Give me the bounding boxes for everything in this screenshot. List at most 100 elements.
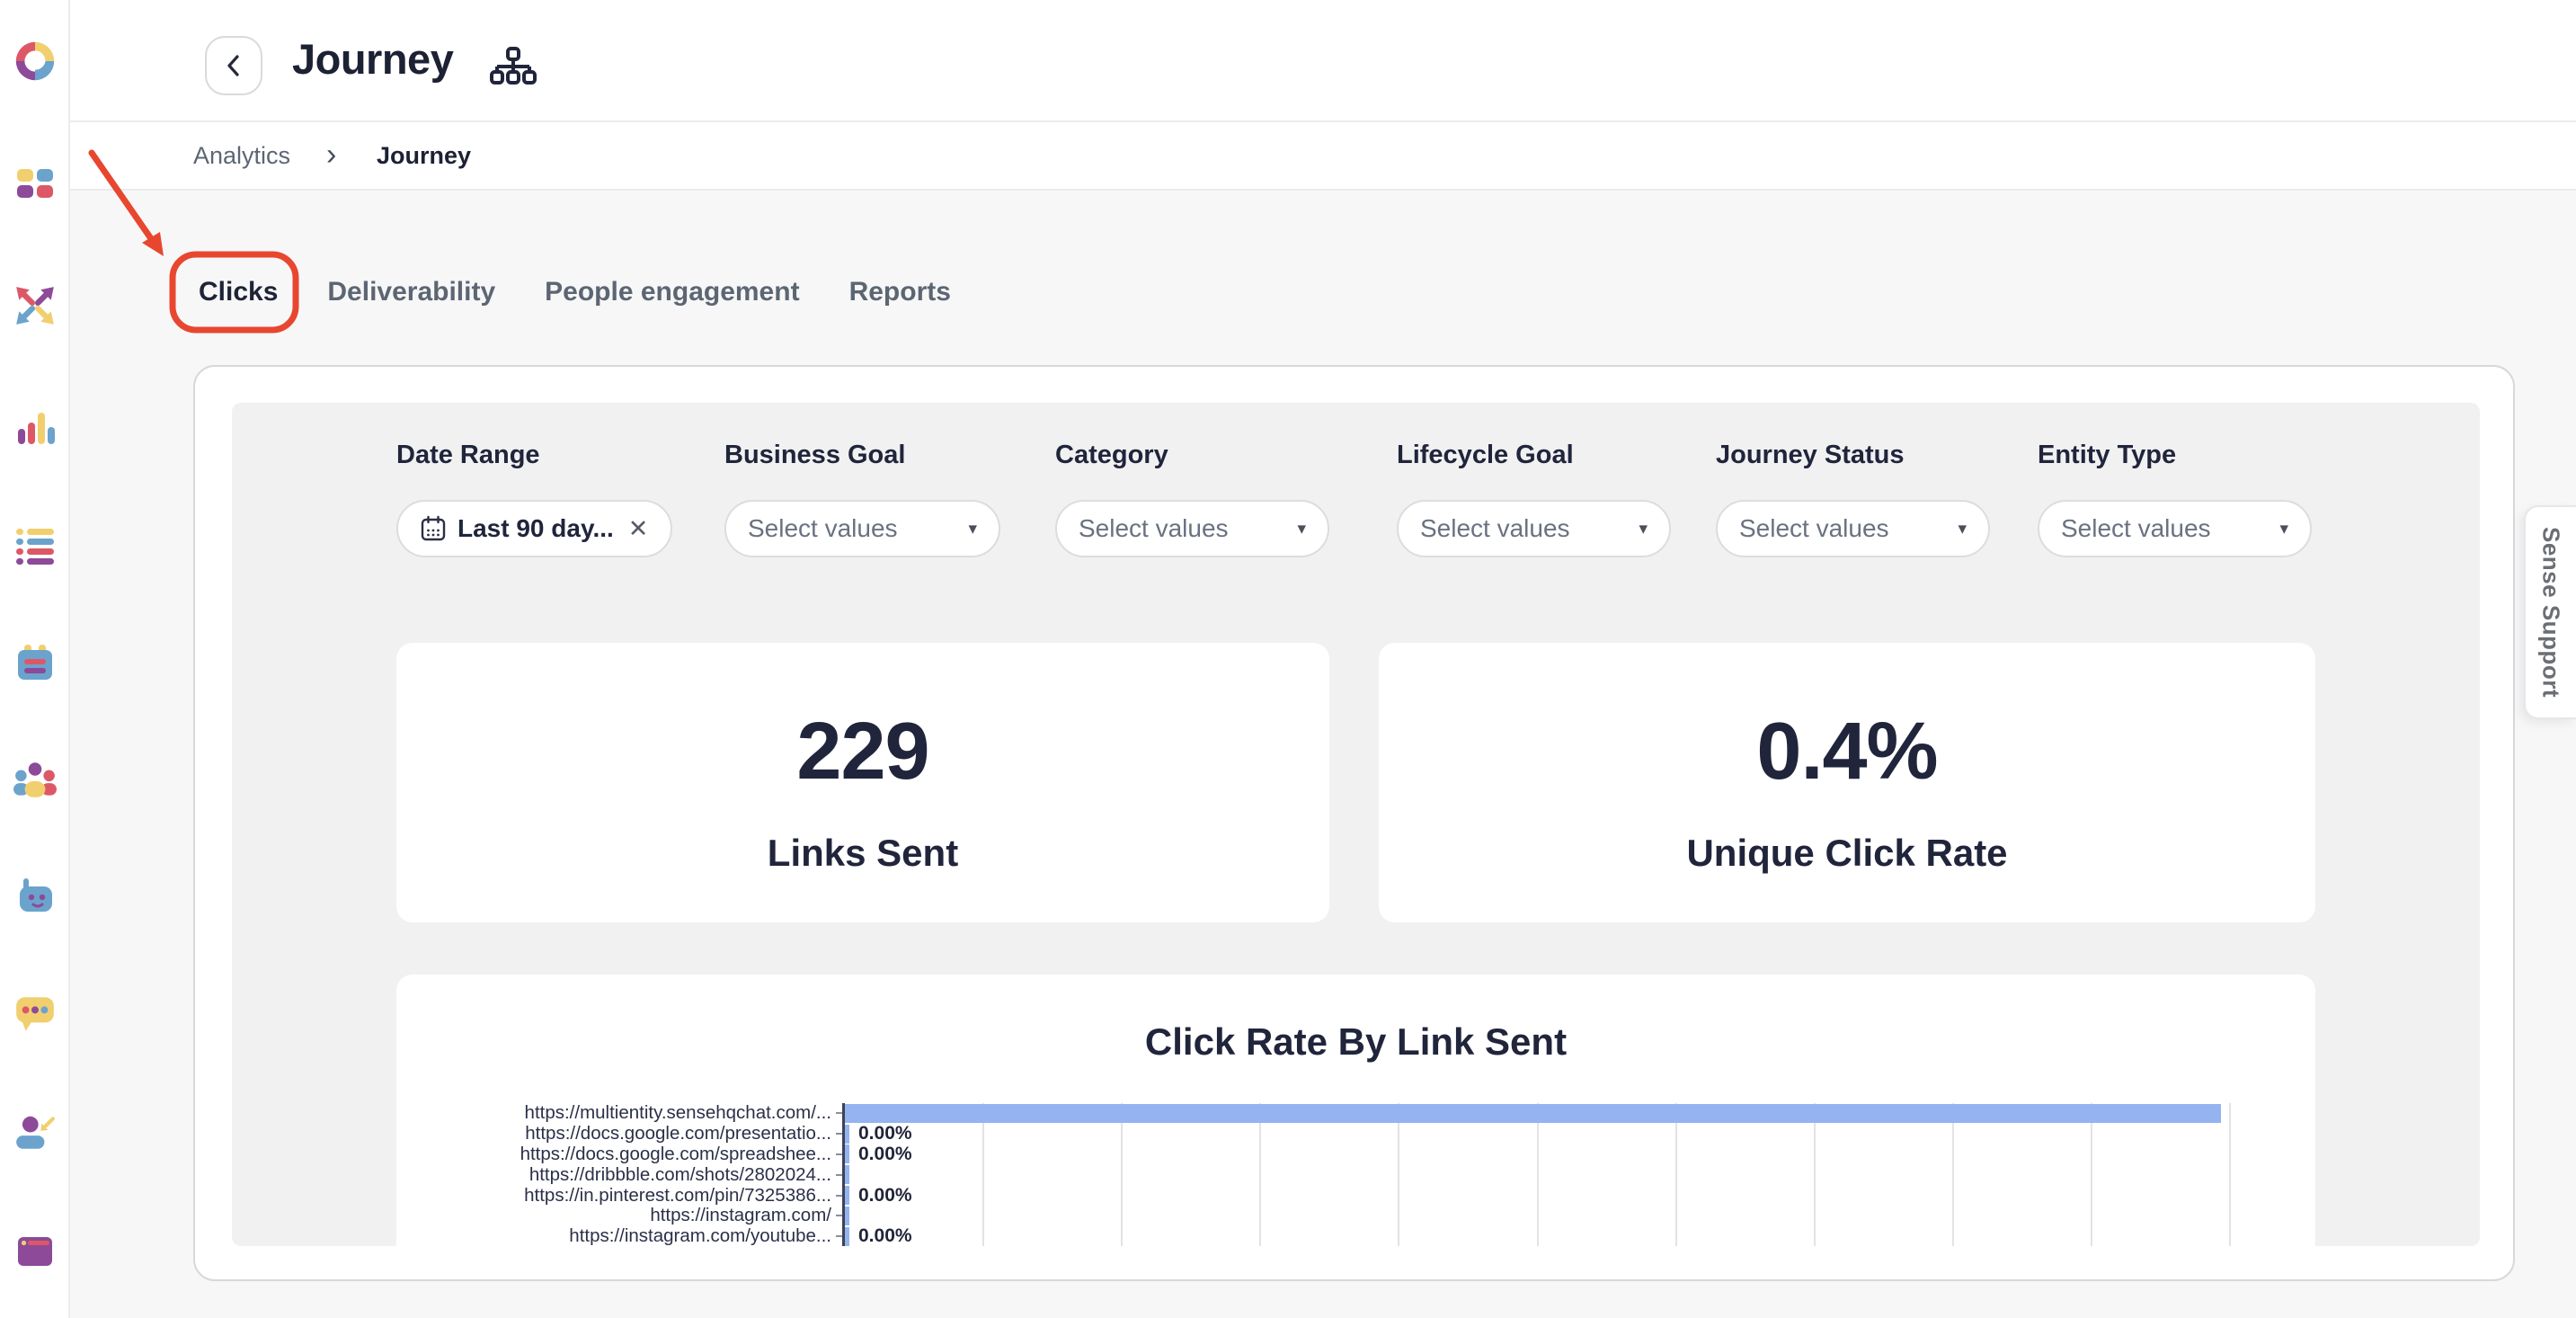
caret-down-icon: ▾ <box>1639 519 1648 539</box>
people-group-icon <box>13 762 57 797</box>
list-icon <box>16 529 54 565</box>
axis-label: https://docs.google.com/spreadshee... <box>520 1144 831 1164</box>
filter-business-goal: Business Goal Select values ▾ <box>724 441 1000 557</box>
caret-down-icon: ▾ <box>2279 519 2288 539</box>
chart-plot-area: 0.00% 0.00% 0.00% 0.00% <box>842 1103 2231 1246</box>
chart-bar-row: 0.00% <box>845 1123 2230 1144</box>
caret-down-icon: ▾ <box>1297 519 1306 539</box>
tick-mark <box>836 1112 842 1115</box>
date-range-value: Last 90 day... <box>457 514 614 542</box>
sidebar-item-analytics[interactable] <box>10 402 60 452</box>
sidebar-item-dashboard[interactable] <box>10 158 60 209</box>
analytics-card: Date Range Last 90 day... ✕ Business Goa… <box>193 365 2515 1281</box>
clear-date-icon[interactable]: ✕ <box>627 514 649 542</box>
sitemap-icon <box>490 47 537 93</box>
filter-category: Category Select values ▾ <box>1055 441 1329 557</box>
tick-mark <box>836 1153 842 1155</box>
chat-bubble-icon <box>16 997 54 1031</box>
metric-label: Links Sent <box>767 832 959 874</box>
tick-mark <box>836 1235 842 1238</box>
journey-status-select[interactable]: Select values ▾ <box>1716 500 1990 557</box>
select-placeholder: Select values <box>1420 514 1570 542</box>
sidebar-item-lists[interactable] <box>10 519 60 569</box>
bar-value-label: 0.00% <box>858 1144 912 1164</box>
chart-title: Click Rate By Link Sent <box>1144 1020 1568 1063</box>
metric-value: 0.4% <box>1756 707 1938 797</box>
filter-journey-status: Journey Status Select values ▾ <box>1716 441 1990 557</box>
filters-and-widgets-panel: Date Range Last 90 day... ✕ Business Goa… <box>232 403 2480 1246</box>
bar <box>845 1186 849 1206</box>
axis-label: https://instagram.com/youtube... <box>569 1225 831 1246</box>
filter-label: Entity Type <box>2038 441 2177 469</box>
tick-mark <box>836 1133 842 1135</box>
back-button[interactable] <box>205 36 262 95</box>
chart-bar-row: 0.00% <box>845 1225 2230 1246</box>
axis-label: https://instagram.com/ <box>650 1205 831 1226</box>
sidebar-item-chatbot[interactable] <box>10 871 60 922</box>
breadcrumb-analytics[interactable]: Analytics <box>193 142 291 169</box>
bar <box>845 1206 849 1225</box>
sidebar-item-people[interactable] <box>10 755 60 806</box>
sidebar-item-assignments[interactable] <box>10 1108 60 1158</box>
lifecycle-goal-select[interactable]: Select values ▾ <box>1397 500 1671 557</box>
select-placeholder: Select values <box>748 514 898 542</box>
metric-card-unique-click-rate: 0.4% Unique Click Rate <box>1379 643 2315 922</box>
entity-type-select[interactable]: Select values ▾ <box>2038 500 2312 557</box>
header: Journey <box>70 0 2576 122</box>
main-content: Clicks Deliverability People engagement … <box>70 149 2576 1318</box>
sidebar-item-calendar[interactable] <box>10 637 60 688</box>
journeys-arrows-icon <box>16 287 54 325</box>
chart-bar-row <box>845 1206 2230 1226</box>
tab-clicks[interactable]: Clicks <box>199 277 279 307</box>
filter-label: Journey Status <box>1716 441 1905 469</box>
chart-y-axis-labels: https://multientity.sensehqchat.com/... … <box>396 1102 842 1246</box>
page-title: Journey <box>292 35 454 83</box>
category-select[interactable]: Select values ▾ <box>1055 500 1329 557</box>
metric-label: Unique Click Rate <box>1686 832 2008 874</box>
axis-label: https://in.pinterest.com/pin/7325386... <box>524 1184 831 1206</box>
chart-bar-row <box>845 1164 2230 1185</box>
axis-label: https://dribbble.com/shots/2802024... <box>529 1163 831 1185</box>
person-assign-icon <box>16 1116 55 1149</box>
chart-gridlines <box>845 1103 2231 1246</box>
filter-lifecycle-goal: Lifecycle Goal Select values ▾ <box>1397 441 1671 557</box>
tick-mark <box>836 1215 842 1217</box>
select-placeholder: Select values <box>1079 514 1229 542</box>
analytics-bars-icon <box>18 413 55 444</box>
sidebar-item-journeys[interactable] <box>10 281 60 331</box>
caret-down-icon: ▾ <box>1958 519 1967 539</box>
bar-value-label: 0.00% <box>858 1123 912 1144</box>
metric-card-links-sent: 229 Links Sent <box>396 643 1329 922</box>
tab-deliverability[interactable]: Deliverability <box>327 277 496 307</box>
sidebar-item-messages[interactable] <box>10 988 60 1038</box>
bar-value-label: 0.00% <box>858 1225 912 1246</box>
breadcrumb: Analytics › Journey <box>70 122 2576 191</box>
tab-people-engagement[interactable]: People engagement <box>545 277 800 307</box>
axis-label: https://multientity.sensehqchat.com/... <box>524 1102 831 1124</box>
bar <box>845 1124 849 1144</box>
bar-value-label: 0.00% <box>858 1184 912 1206</box>
filter-entity-type: Entity Type Select values ▾ <box>2038 441 2312 557</box>
app-logo[interactable] <box>10 36 60 86</box>
chevron-left-icon <box>227 55 239 76</box>
chart-bar-row <box>845 1103 2230 1124</box>
robot-icon <box>20 878 52 912</box>
tick-mark <box>836 1194 842 1197</box>
date-range-pill[interactable]: Last 90 day... ✕ <box>396 500 672 557</box>
bar <box>845 1165 849 1185</box>
tab-bar: Clicks Deliverability People engagement … <box>197 261 953 324</box>
tab-reports[interactable]: Reports <box>848 277 951 307</box>
business-goal-select[interactable]: Select values ▾ <box>724 500 1000 557</box>
sense-support-tab[interactable]: Sense Support <box>2524 505 2576 719</box>
calendar-outline-icon <box>421 515 446 541</box>
chart-card: Click Rate By Link Sent https://multient… <box>396 975 2315 1246</box>
breadcrumb-chevron-icon: › <box>326 138 337 172</box>
metric-value: 229 <box>796 707 929 797</box>
sense-support-label: Sense Support <box>2537 527 2565 698</box>
filter-date-range: Date Range Last 90 day... ✕ <box>396 441 672 557</box>
filter-label: Lifecycle Goal <box>1397 441 1574 469</box>
bar <box>845 1226 849 1246</box>
sidebar-item-pages[interactable] <box>10 1226 60 1277</box>
chart-bar-row: 0.00% <box>845 1144 2230 1165</box>
breadcrumb-current: Journey <box>377 142 472 169</box>
